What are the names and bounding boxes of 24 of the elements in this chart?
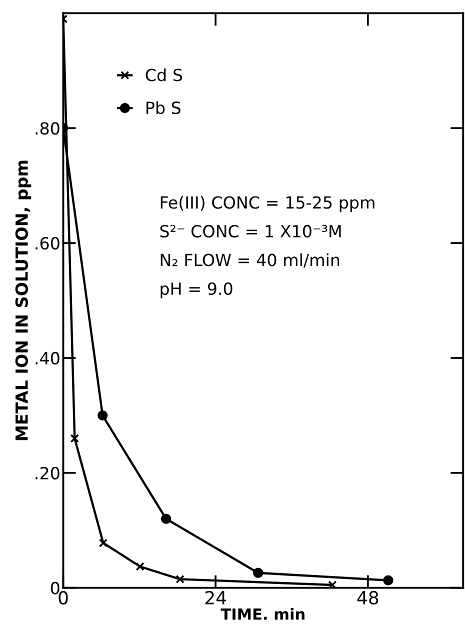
point: [70, 434, 80, 443]
y-axis-title: METAL ION IN SOLUTION, ppm: [15, 160, 32, 440]
y-tick-label: .40: [36, 352, 60, 365]
legend-label: Cd S: [146, 68, 182, 82]
annotation: N₂ FLOW = 40 ml/min: [160, 253, 340, 268]
y-tick-label: 0: [50, 582, 60, 594]
point: [136, 562, 144, 571]
point: [328, 580, 337, 588]
annotation: pH = 9.0: [160, 282, 232, 298]
point: [98, 410, 108, 420]
x-tick-label: 24: [205, 590, 226, 604]
annotation: S²⁻ CONC = 1 X10⁻³M: [160, 224, 341, 238]
annotation: Fe(III) CONC = 15-25 ppm: [160, 196, 374, 212]
x-tick-label: 48: [357, 590, 378, 605]
point: [98, 538, 108, 548]
x-axis-title: TIME. min: [220, 608, 304, 620]
y-tick-label: .80: [36, 122, 60, 135]
point: [176, 574, 184, 584]
point: [253, 568, 264, 578]
legend-label: Pb S: [146, 101, 180, 114]
point: [161, 514, 172, 524]
y-tick-label: .20: [36, 466, 60, 480]
y-tick-label: .60: [36, 237, 60, 250]
point: [383, 575, 394, 586]
